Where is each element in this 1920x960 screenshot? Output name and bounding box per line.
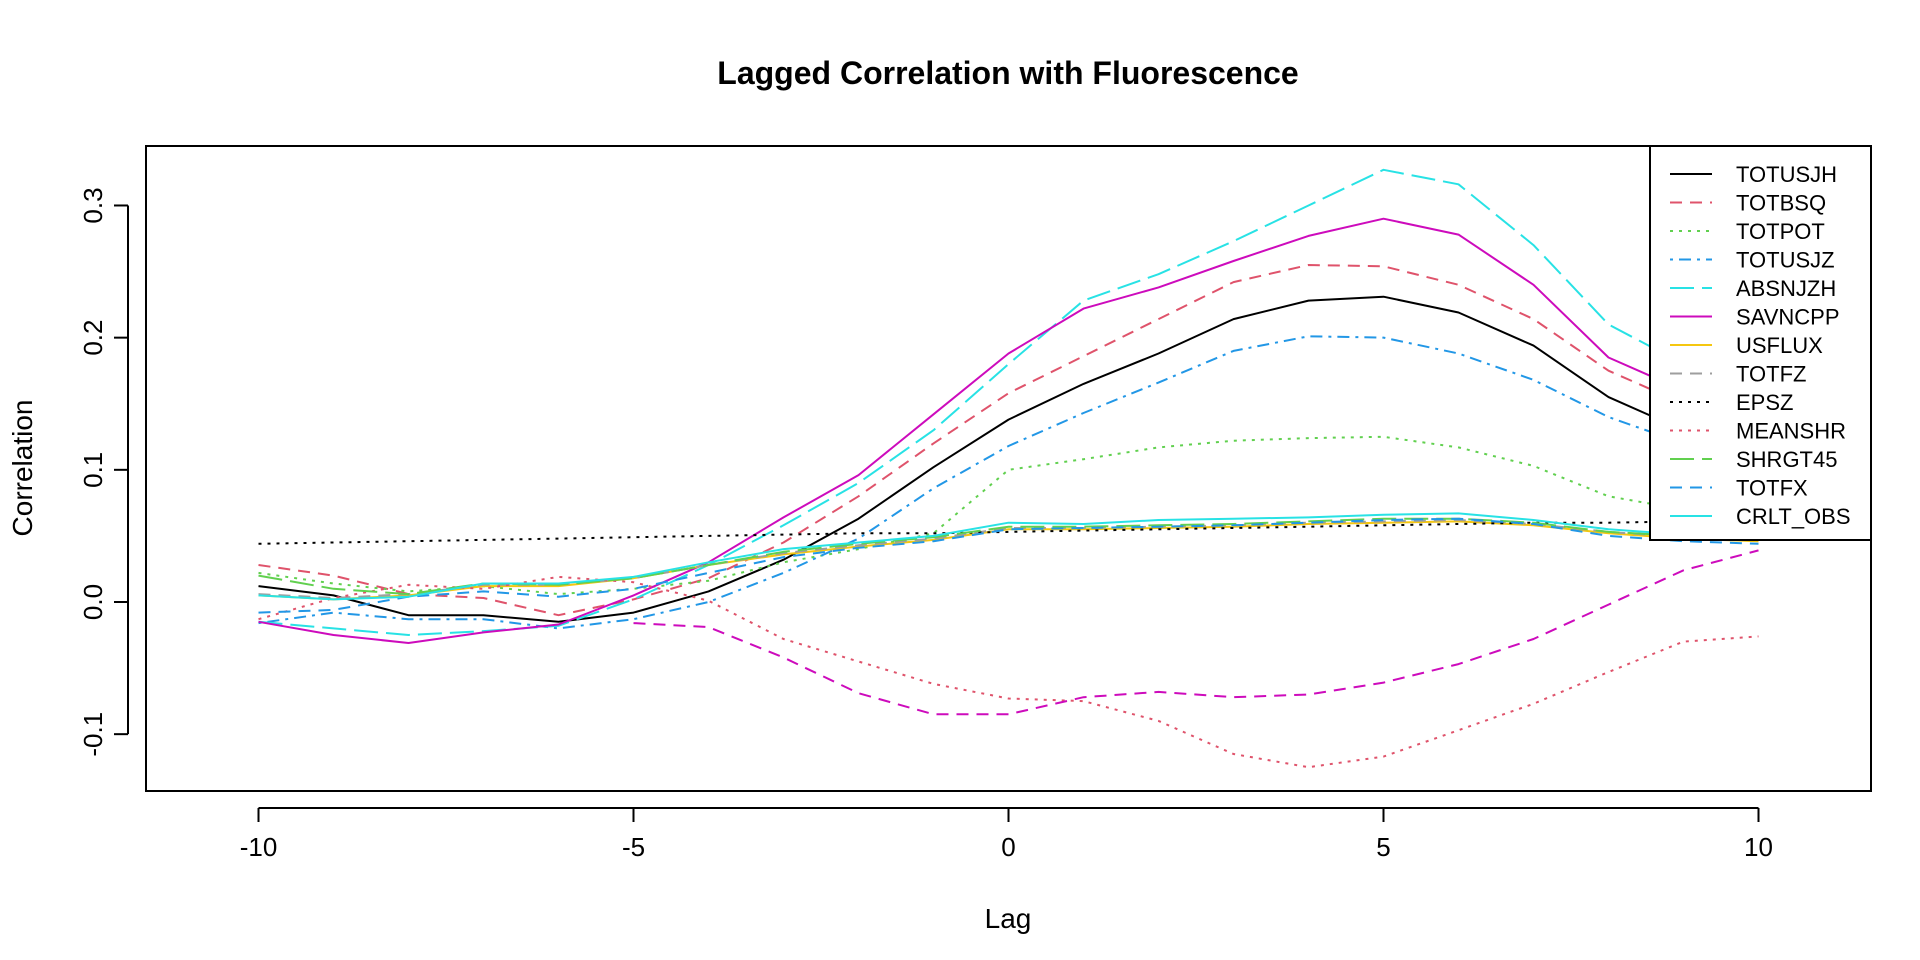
legend-label: SHRGT45 — [1736, 447, 1837, 472]
legend-item-totfx: TOTFX — [1670, 476, 1808, 501]
plot-area — [258, 168, 1759, 769]
x-axis-label: Lag — [985, 903, 1032, 934]
legend-label: TOTBSQ — [1736, 191, 1826, 216]
legend-label: TOTPOT — [1736, 219, 1825, 244]
legend-item-totpot: TOTPOT — [1670, 219, 1825, 244]
legend-label: ABSNJZH — [1736, 276, 1836, 301]
legend-label: TOTFX — [1736, 476, 1808, 501]
legend-item-savncpp: SAVNCPP — [1670, 305, 1840, 330]
x-tick-label: 5 — [1376, 832, 1390, 862]
x-tick-label: 0 — [1001, 832, 1015, 862]
legend-item-usflux: USFLUX — [1670, 333, 1823, 358]
legend-item-meanshr: MEANSHR — [1670, 419, 1846, 444]
y-axis: -0.1 0.0 0.1 0.2 0.3 — [78, 187, 129, 757]
legend-label: TOTUSJH — [1736, 162, 1837, 187]
legend-label: SAVNCPP — [1736, 305, 1840, 330]
y-tick-label: 0.2 — [78, 320, 108, 356]
series-absnjzh-line — [258, 168, 1759, 636]
legend-item-shrgt45: SHRGT45 — [1670, 447, 1837, 472]
chart-title: Lagged Correlation with Fluorescence — [717, 55, 1298, 91]
series-totbsq-line — [258, 264, 1759, 617]
series-meanshr-line — [258, 575, 1759, 769]
y-tick-label: 0.3 — [78, 187, 108, 223]
legend-label: EPSZ — [1736, 390, 1793, 415]
legend-label: MEANSHR — [1736, 419, 1846, 444]
legend-item-totfz: TOTFZ — [1670, 362, 1806, 387]
legend-item-crlt-obs: CRLT_OBS — [1670, 504, 1851, 529]
y-tick-label: -0.1 — [78, 712, 108, 757]
series-shrgt45-line — [258, 517, 1759, 596]
series-totpot-line — [258, 435, 1759, 596]
legend-item-totbsq: TOTBSQ — [1670, 191, 1826, 216]
x-tick-label: -10 — [240, 832, 278, 862]
legend-item-absnjzh: ABSNJZH — [1670, 276, 1836, 301]
y-axis-label: Correlation — [7, 400, 38, 537]
legend-label: TOTUSJZ — [1736, 248, 1835, 273]
x-tick-label: 10 — [1744, 832, 1773, 862]
legend-item-totusjz: TOTUSJZ — [1670, 248, 1835, 273]
y-tick-label: 0.1 — [78, 452, 108, 488]
plot-frame — [145, 145, 1872, 792]
legend-label: TOTFZ — [1736, 362, 1806, 387]
legend-item-epsz: EPSZ — [1670, 390, 1793, 415]
series-totfx-line — [258, 517, 1759, 614]
series-usflux-line — [258, 520, 1759, 601]
series-totusjh-line — [258, 295, 1759, 623]
legend-box — [1649, 145, 1872, 541]
series-crlt-obs-line — [258, 512, 1759, 601]
x-axis: -10 -5 0 5 10 — [240, 807, 1773, 862]
legend-label: USFLUX — [1736, 333, 1823, 358]
series-totusjz-line — [258, 335, 1759, 630]
legend-label: CRLT_OBS — [1736, 504, 1851, 529]
legend: TOTUSJH TOTBSQ TOTPOT TOTUSJZ ABSNJZH SAVNCPP… — [1649, 145, 1872, 541]
legend-item-totusjh: TOTUSJH — [1670, 162, 1837, 187]
series-savncpp-line — [258, 217, 1759, 644]
y-tick-label: 0.0 — [78, 584, 108, 620]
x-tick-label: -5 — [622, 832, 645, 862]
series-14-line — [633, 549, 1759, 716]
